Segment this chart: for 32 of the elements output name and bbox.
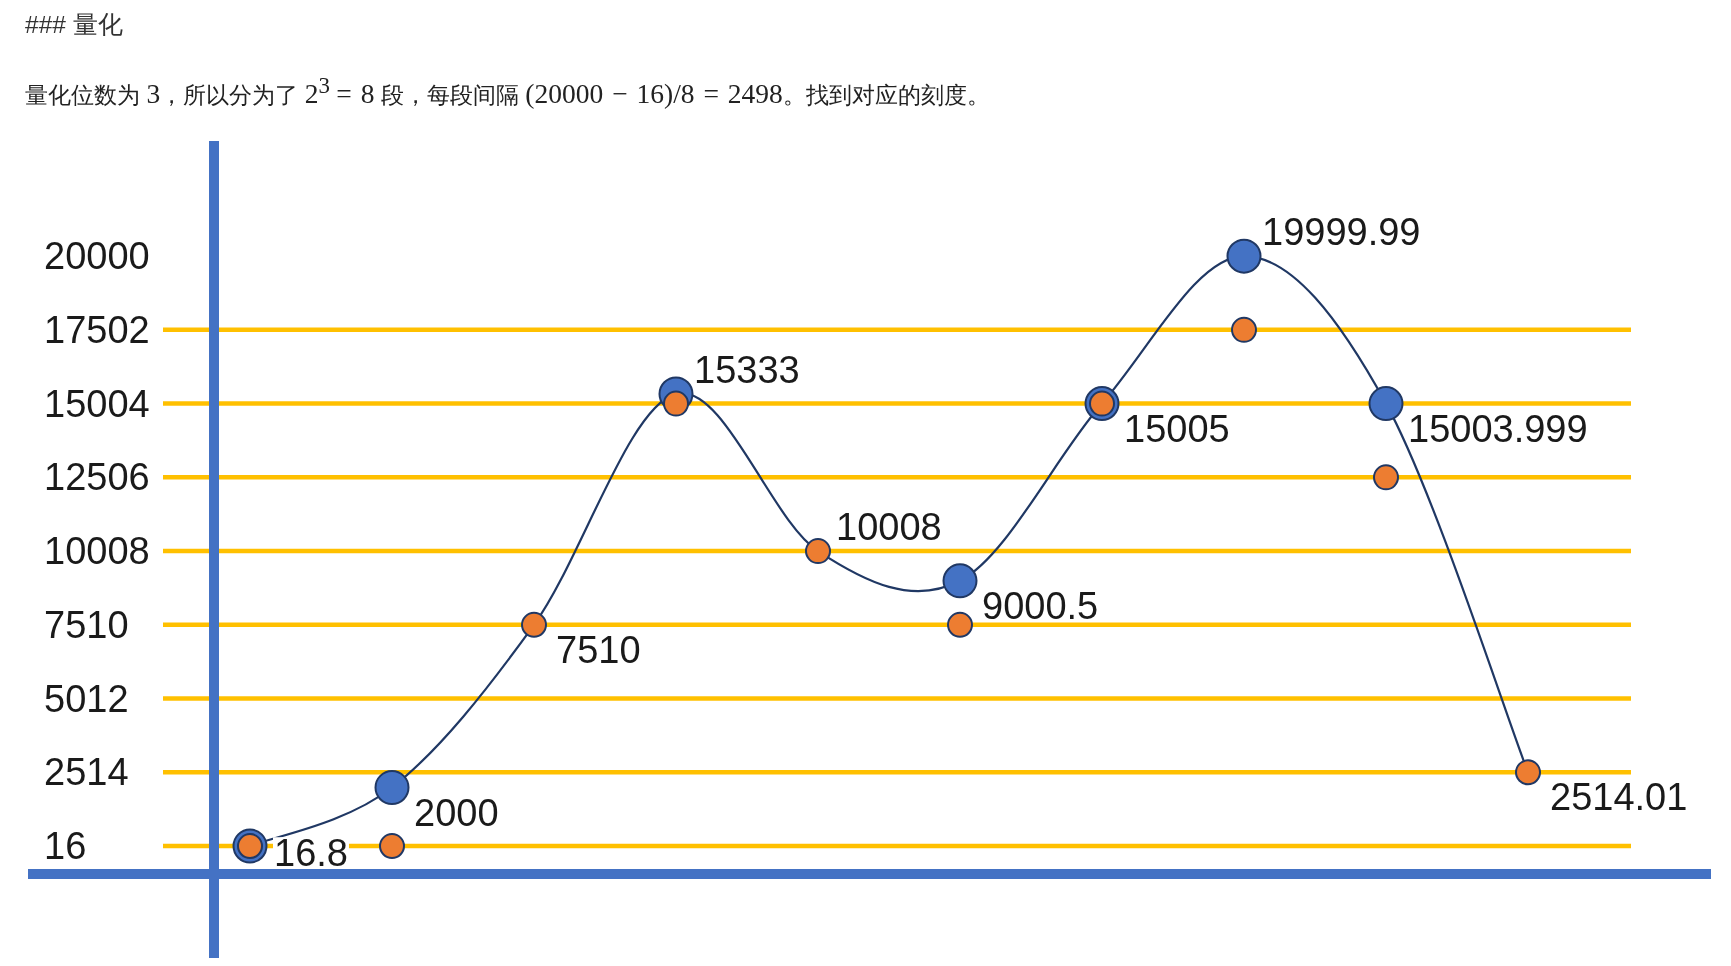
y-tick-label: 12506 xyxy=(44,456,150,499)
point xyxy=(942,563,978,599)
y-tick-label: 5012 xyxy=(44,677,129,720)
y-tick-label: 2514 xyxy=(44,751,129,794)
y-tick-label: 15004 xyxy=(44,382,150,425)
data-label: 2000 xyxy=(414,791,499,834)
y-tick-label: 7510 xyxy=(44,603,129,646)
data-label: 19999.99 xyxy=(1262,211,1421,254)
data-label: 9000.5 xyxy=(982,584,1099,627)
point xyxy=(1373,464,1399,491)
data-label: 15005 xyxy=(1124,407,1230,450)
y-tick-label: 17502 xyxy=(44,308,150,351)
data-label: 15003.999 xyxy=(1408,407,1588,450)
point xyxy=(379,833,405,860)
data-label: 2514.01 xyxy=(1550,776,1688,819)
point xyxy=(1515,759,1541,786)
y-tick-label: 16 xyxy=(44,825,87,868)
point xyxy=(1231,316,1257,343)
chart-title: ### 量化 xyxy=(25,10,123,40)
point xyxy=(1368,386,1404,422)
point xyxy=(1226,238,1262,274)
y-tick-label: 10008 xyxy=(44,530,150,573)
data-label: 16.8 xyxy=(274,832,348,875)
point xyxy=(374,770,410,805)
point xyxy=(947,611,973,638)
data-label: 10008 xyxy=(836,506,942,549)
data-label: 7510 xyxy=(556,628,641,671)
data-label: 15333 xyxy=(694,348,800,391)
y-tick-label: 20000 xyxy=(44,235,150,278)
point xyxy=(521,611,547,638)
point xyxy=(805,538,831,565)
text: 量化位数为 3，所以分为了 2$^{3}$ = 8 段，每段间隔 (20000 − 16)/8 = 2498。找到对应的刻度。 xyxy=(25,73,990,110)
